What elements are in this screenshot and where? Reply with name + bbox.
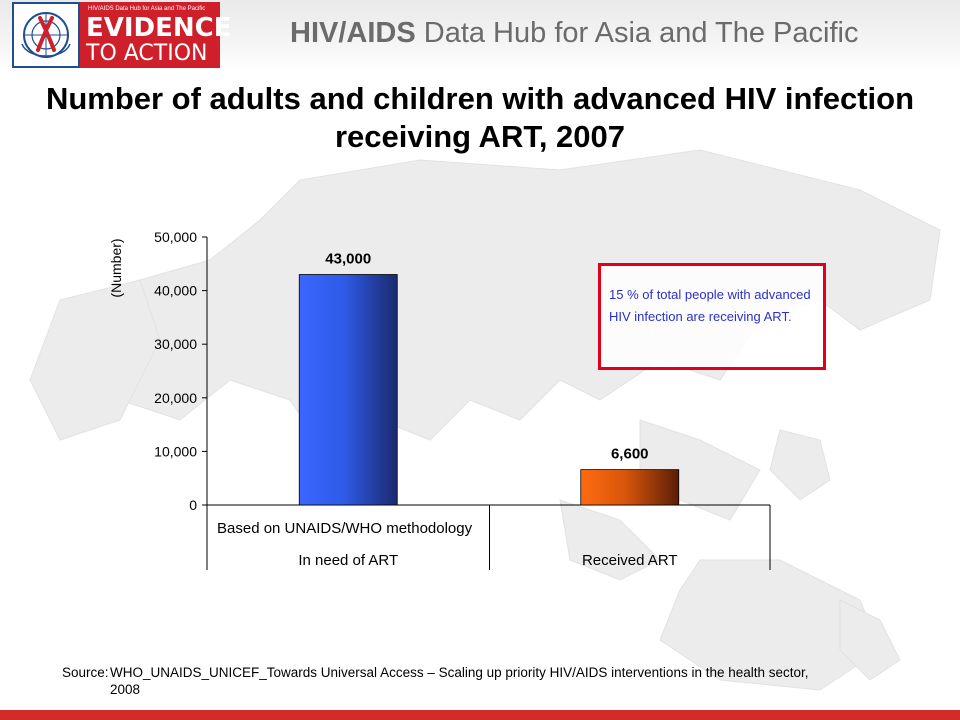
y-axis-label: (Number): [108, 238, 124, 297]
source-text: WHO_UNAIDS_UNICEF_Towards Universal Acce…: [110, 665, 809, 697]
source-label: Source:: [62, 665, 109, 680]
hub-title-bold: HIV/AIDS: [290, 17, 416, 49]
x-category-label: Received ART: [582, 552, 678, 569]
logo-line-evidence: EVIDENCE: [86, 13, 232, 43]
header-banner: HIV/AIDS Data Hub for Asia and The Pacif…: [0, 0, 960, 72]
data-label: 6,600: [611, 446, 649, 463]
bar-1: [298, 274, 398, 506]
logo-small-text: HIV/AIDS Data Hub for Asia and The Pacif…: [88, 6, 206, 12]
evidence-to-action-logo: HIV/AIDS Data Hub for Asia and The Pacif…: [80, 2, 232, 68]
x-category-label: In need of ART: [298, 552, 398, 569]
footer-bar: [0, 710, 960, 720]
bar-2: [580, 469, 680, 506]
y-tick-label: 20,000: [154, 390, 197, 406]
y-tick-label: 50,000: [154, 229, 197, 245]
globe-icon: [21, 12, 71, 58]
y-tick-label: 40,000: [154, 283, 197, 299]
chart-title: Number of adults and children with advan…: [45, 81, 915, 154]
y-tick-label: 10,000: [154, 443, 197, 459]
hub-title-rest: Data Hub for Asia and The Pacific: [415, 17, 859, 49]
un-emblem-logo: [12, 2, 80, 68]
x-group-label: Based on UNAIDS/WHO methodology: [217, 520, 473, 537]
y-tick-label: 0: [189, 497, 197, 513]
logo-line-to-action: TO ACTION: [86, 41, 208, 66]
callout-box: 15 % of total people with advanced HIV i…: [598, 263, 826, 370]
y-tick-label: 30,000: [154, 336, 197, 352]
hub-title: HIV/AIDS Data Hub for Asia and The Pacif…: [290, 17, 858, 50]
data-label: 43,000: [325, 251, 371, 268]
